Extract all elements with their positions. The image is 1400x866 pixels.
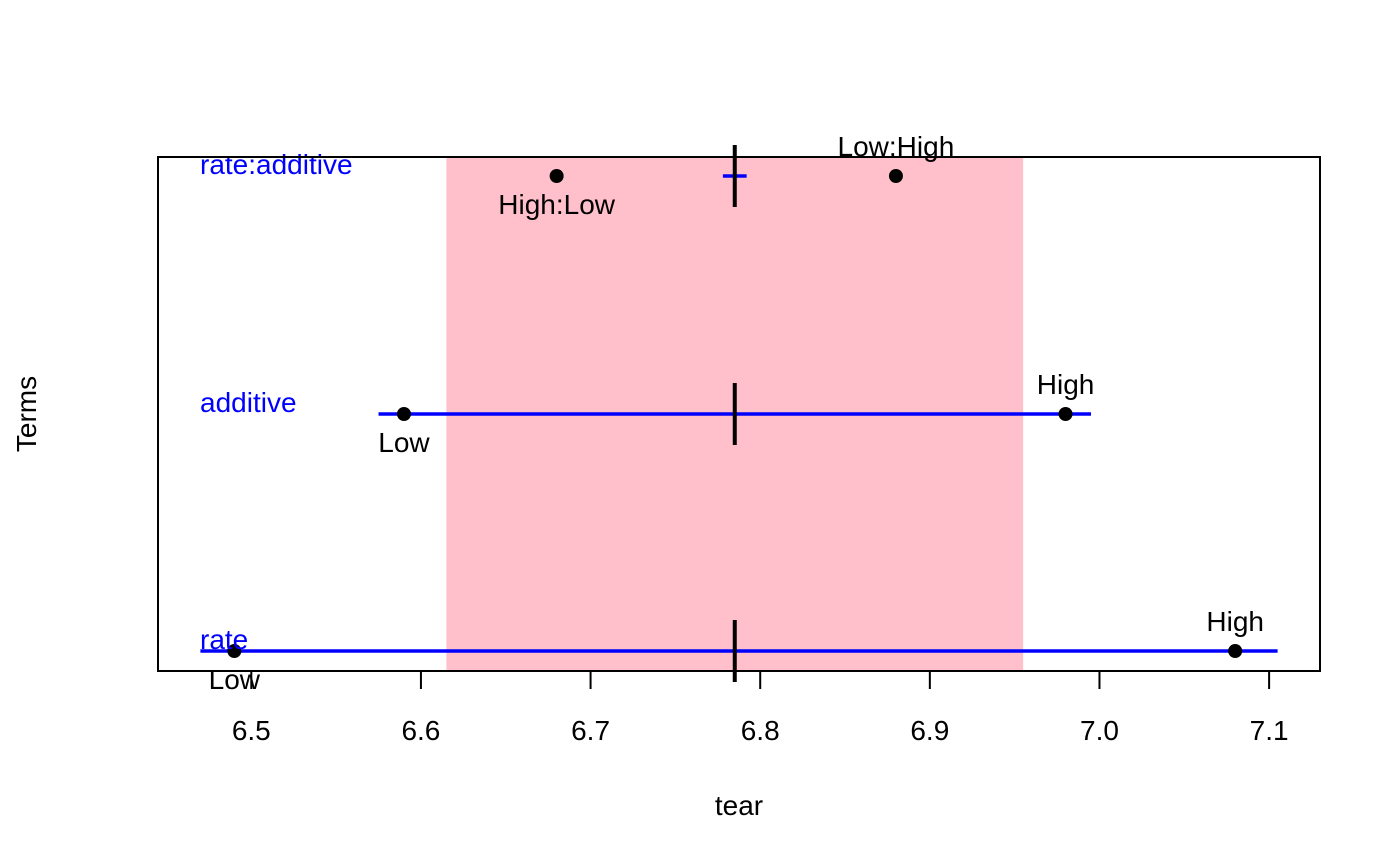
x-tick-label: 7.1 [1250,715,1289,746]
points-layer [227,169,1243,658]
term-label: additive [200,387,297,418]
level-label: High:Low [498,189,616,220]
level-point [888,169,903,183]
level-label: High [1037,369,1095,400]
term-label: rate [200,624,248,655]
x-tick-label: 6.7 [571,715,610,746]
level-point [1228,644,1243,658]
level-point [1058,407,1073,421]
x-axis-label: tear [715,790,763,821]
level-label: Low [378,427,430,458]
level-label: High [1206,606,1264,637]
y-axis-label: Terms [11,376,42,452]
x-tick-label: 6.9 [910,715,949,746]
x-tick-label: 6.6 [401,715,440,746]
level-label: Low [209,664,261,695]
term-label: rate:additive [200,149,353,180]
level-point [227,644,242,658]
x-tick-label: 6.5 [232,715,271,746]
x-tick-label: 6.8 [741,715,780,746]
x-tick-label: 7.0 [1080,715,1119,746]
level-point [549,169,564,183]
level-point [396,407,411,421]
x-axis: 6.5 6.6 6.7 6.8 6.9 7.0 7.1 [232,670,1289,746]
